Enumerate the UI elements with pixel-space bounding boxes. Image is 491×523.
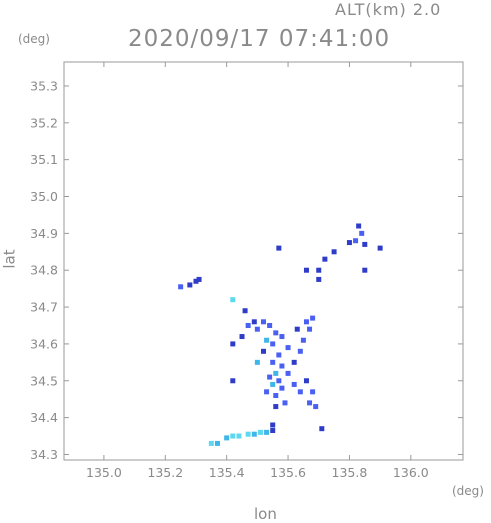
y-tick-label: 34.3	[30, 447, 58, 462]
data-point	[313, 404, 319, 410]
data-point	[239, 334, 245, 340]
tick-group: 135.0 135.2 135.4 135.6 135.8 136.0 34.3 34.4 34…	[30, 62, 463, 480]
data-point	[285, 370, 291, 376]
data-point	[251, 319, 257, 325]
plot-frame	[63, 61, 464, 461]
x-tick-label: 135.2	[147, 465, 183, 480]
data-point	[264, 429, 270, 435]
data-point	[303, 378, 309, 384]
data-point	[270, 428, 276, 434]
x-tick-label: 135.4	[209, 465, 245, 480]
data-point	[208, 440, 214, 446]
data-point	[187, 282, 193, 288]
y-tick-label: 34.9	[30, 226, 58, 241]
data-point	[270, 422, 276, 428]
data-point	[331, 249, 337, 255]
data-point	[254, 326, 260, 332]
data-point	[214, 440, 220, 446]
data-point	[300, 337, 306, 343]
data-point	[294, 326, 300, 332]
y-axis-label: lat	[0, 249, 19, 269]
data-point	[254, 359, 260, 365]
data-point	[307, 326, 313, 332]
data-point	[230, 341, 236, 347]
data-point	[267, 322, 273, 328]
data-point	[261, 319, 266, 325]
y-unit-label: (deg)	[18, 32, 50, 46]
altitude-label: ALT(km) 2.0	[335, 0, 442, 19]
data-point	[285, 345, 291, 351]
data-point	[273, 393, 279, 399]
data-point	[279, 363, 285, 369]
x-axis-label: lon	[254, 505, 277, 523]
x-tick-label: 135.8	[332, 465, 368, 480]
data-point	[270, 341, 276, 347]
y-tick-label: 34.8	[30, 263, 58, 278]
x-tick-label: 135.0	[86, 465, 122, 480]
data-point	[279, 385, 285, 391]
x-tick-label: 136.0	[393, 465, 429, 480]
data-point	[261, 348, 266, 354]
y-tick-label: 35.1	[30, 152, 58, 167]
data-point	[273, 330, 279, 336]
data-point	[346, 240, 352, 246]
data-point	[236, 433, 242, 439]
data-point	[303, 267, 309, 273]
data-point	[310, 315, 316, 321]
y-tick-label: 35.3	[30, 78, 58, 93]
data-point	[230, 433, 236, 439]
data-point	[297, 389, 303, 395]
data-point	[267, 374, 273, 380]
data-points	[178, 223, 383, 446]
y-tick-label: 34.4	[30, 410, 58, 425]
data-point	[242, 308, 248, 314]
data-point	[276, 352, 282, 358]
y-tick-label: 34.7	[30, 300, 58, 315]
y-tick-label: 35.2	[30, 115, 58, 130]
data-point	[282, 400, 288, 406]
data-point	[257, 429, 263, 435]
data-point	[359, 230, 365, 236]
data-point	[276, 378, 282, 384]
data-point	[230, 297, 236, 303]
data-point	[193, 278, 199, 284]
data-point	[310, 389, 316, 395]
data-point	[279, 334, 285, 340]
data-point	[303, 319, 309, 325]
data-point	[322, 256, 328, 262]
data-point	[270, 359, 276, 365]
data-point	[251, 431, 257, 437]
data-point	[316, 276, 322, 282]
data-point	[362, 267, 368, 273]
data-point	[264, 337, 270, 343]
data-point	[224, 435, 230, 441]
data-point	[273, 404, 279, 410]
data-point	[297, 348, 303, 354]
x-tick-label: 135.6	[270, 465, 306, 480]
data-point	[291, 381, 297, 387]
data-point	[276, 245, 282, 251]
y-tick-label: 34.6	[30, 336, 58, 351]
chart-title: 2020/09/17 07:41:00	[128, 26, 391, 52]
data-point	[291, 359, 297, 365]
data-point	[270, 381, 276, 387]
data-point	[245, 431, 251, 437]
data-point	[307, 400, 313, 406]
data-point	[353, 238, 359, 244]
data-point	[178, 284, 184, 290]
y-tick-label: 35.0	[30, 189, 58, 204]
data-point	[196, 276, 202, 282]
data-point	[377, 245, 383, 251]
data-point	[245, 322, 251, 328]
data-point	[273, 370, 279, 376]
data-point	[264, 389, 270, 395]
data-point	[362, 241, 368, 247]
data-point	[316, 267, 322, 273]
data-point	[319, 426, 325, 432]
data-point	[230, 378, 236, 384]
y-tick-label: 34.5	[30, 373, 58, 388]
x-unit-label: (deg)	[452, 484, 484, 498]
data-point	[356, 223, 362, 229]
